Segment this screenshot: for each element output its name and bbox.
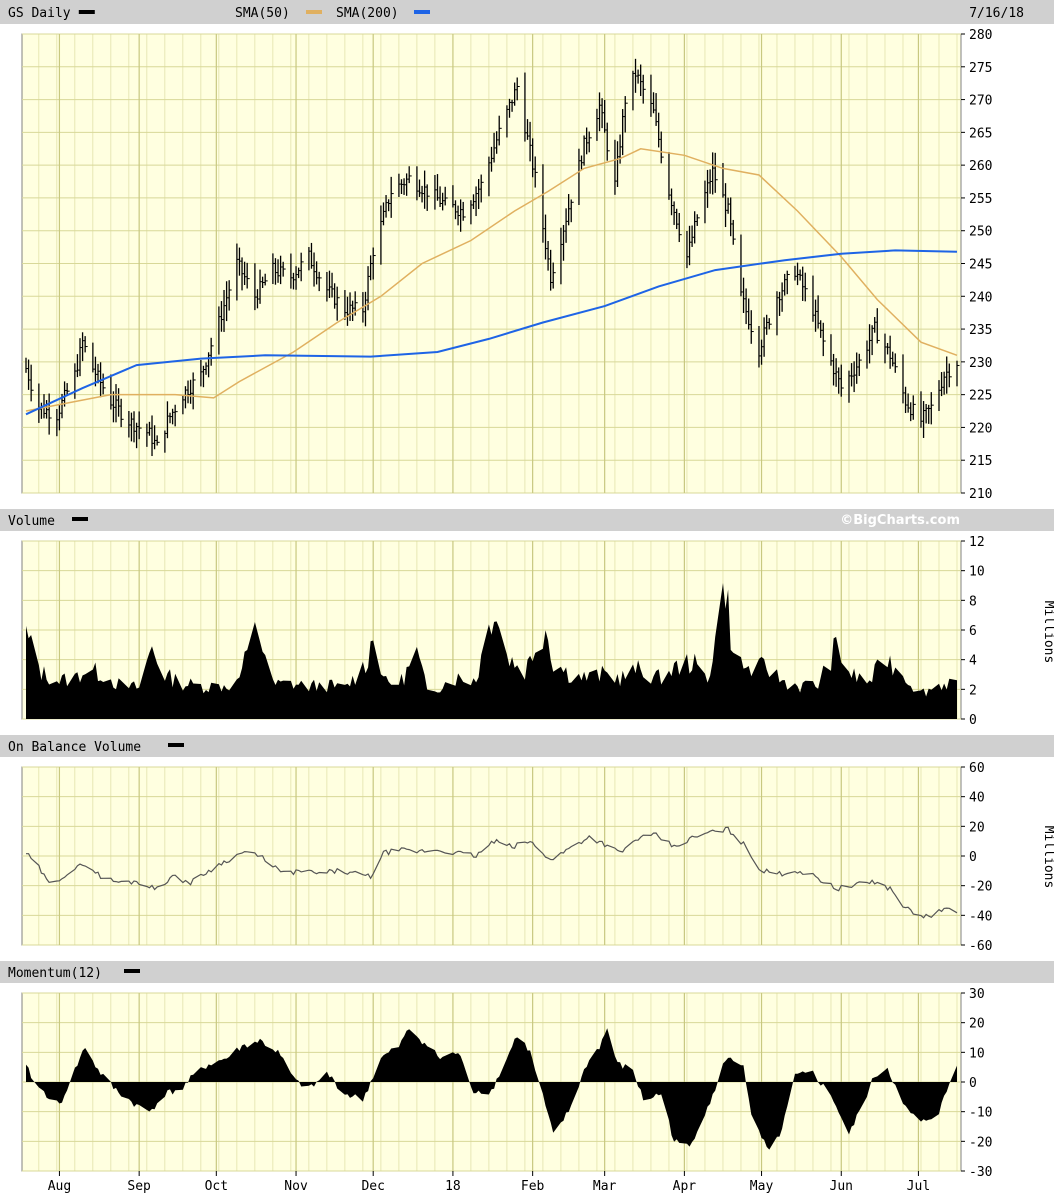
obv-y-axis: 60 40 20 0 -20 -40 -60 [961, 761, 992, 954]
legend-sma50-swatch [306, 10, 322, 14]
x-tick-label: Aug [48, 1179, 71, 1194]
y-tick-label: 0 [969, 713, 977, 728]
x-axis-month-labels: Aug Sep Oct Nov Dec 18 Feb Mar Apr May Jun Jul [48, 1171, 930, 1194]
volume-legend-swatch [72, 517, 88, 521]
y-tick-label: 245 [969, 258, 992, 273]
y-tick-label: 215 [969, 454, 992, 469]
x-tick-label: Mar [593, 1179, 617, 1194]
price-legend-swatch [78, 10, 95, 14]
x-tick-label: Feb [521, 1179, 545, 1194]
momentum-y-axis: 30 20 10 0 -10 -20 -30 [961, 987, 992, 1180]
legend-sma200-swatch [414, 10, 430, 14]
y-tick-label: 210 [969, 487, 992, 502]
x-tick-label: Dec [361, 1179, 384, 1194]
price-panel: 210 215 220 225 230 235 240 245 250 255 260 265 270 2… [21, 28, 992, 502]
y-tick-label: 2 [969, 683, 977, 698]
legend-sma50-label: SMA(50) [235, 6, 290, 21]
y-tick-label: 265 [969, 126, 992, 141]
y-tick-label: 0 [969, 850, 977, 865]
price-y-axis: 210 215 220 225 230 235 240 245 250 255 260 265 270 2… [961, 28, 992, 502]
chart-title: GS Daily [8, 6, 71, 21]
x-tick-label: 18 [445, 1179, 461, 1194]
y-tick-label: 250 [969, 225, 992, 240]
bigcharts-credit: ©BigCharts.com [840, 513, 960, 528]
y-tick-label: 8 [969, 594, 977, 609]
volume-header-band [0, 509, 1054, 531]
volume-title: Volume [8, 514, 55, 529]
volume-panel: 0 2 4 6 8 10 12 Millions [21, 535, 1054, 728]
y-tick-label: -40 [969, 909, 992, 924]
y-tick-label: 275 [969, 61, 992, 76]
y-tick-label: 20 [969, 1017, 985, 1032]
obv-title: On Balance Volume [8, 740, 141, 755]
momentum-header-band [0, 961, 1054, 983]
y-tick-label: 235 [969, 323, 992, 338]
y-tick-label: 270 [969, 94, 992, 109]
y-tick-label: 255 [969, 192, 992, 207]
price-bars [25, 58, 960, 457]
x-tick-label: Nov [284, 1179, 308, 1194]
volume-y-label: Millions [1041, 601, 1054, 664]
momentum-grid [22, 992, 961, 1172]
y-tick-label: -20 [969, 880, 992, 895]
y-tick-label: 20 [969, 820, 985, 835]
y-tick-label: 4 [969, 654, 977, 669]
chart-date: 7/16/18 [969, 6, 1024, 21]
x-tick-label: Sep [127, 1179, 151, 1194]
obv-header-band [0, 735, 1054, 757]
y-tick-label: 280 [969, 28, 992, 43]
y-tick-label: -10 [969, 1106, 992, 1121]
y-tick-label: -60 [969, 939, 992, 954]
volume-y-axis: 0 2 4 6 8 10 12 [961, 535, 985, 728]
x-tick-label: Apr [673, 1179, 697, 1194]
obv-panel: 60 40 20 0 -20 -40 -60 Millions [21, 761, 1054, 954]
y-tick-label: 6 [969, 624, 977, 639]
y-tick-label: 260 [969, 159, 992, 174]
obv-y-label: Millions [1041, 826, 1054, 889]
volume-area [26, 583, 957, 719]
y-tick-label: 0 [969, 1076, 977, 1091]
momentum-legend-swatch [124, 969, 140, 973]
sma200-line [25, 249, 958, 416]
y-tick-label: 220 [969, 421, 992, 436]
momentum-area [26, 1028, 957, 1150]
y-tick-label: -20 [969, 1135, 992, 1150]
y-tick-label: 240 [969, 290, 992, 305]
y-tick-label: -30 [969, 1165, 992, 1180]
legend-sma200-label: SMA(200) [336, 6, 399, 21]
y-tick-label: 10 [969, 565, 985, 580]
x-tick-label: Jun [830, 1179, 853, 1194]
sma50-line [25, 148, 958, 412]
obv-line [26, 826, 958, 919]
y-tick-label: 10 [969, 1046, 985, 1061]
y-tick-label: 225 [969, 389, 992, 404]
obv-legend-swatch [168, 743, 184, 747]
price-grid [22, 33, 961, 494]
y-tick-label: 230 [969, 356, 992, 371]
y-tick-label: 30 [969, 987, 985, 1002]
y-tick-label: 40 [969, 791, 985, 806]
price-header-band [0, 0, 1054, 24]
momentum-panel: 30 20 10 0 -10 -20 -30 [21, 987, 992, 1180]
momentum-title: Momentum(12) [8, 966, 102, 981]
y-tick-label: 12 [969, 535, 985, 550]
y-tick-label: 60 [969, 761, 985, 776]
x-tick-label: May [750, 1179, 774, 1194]
x-tick-label: Oct [205, 1179, 228, 1194]
x-tick-label: Jul [907, 1179, 930, 1194]
